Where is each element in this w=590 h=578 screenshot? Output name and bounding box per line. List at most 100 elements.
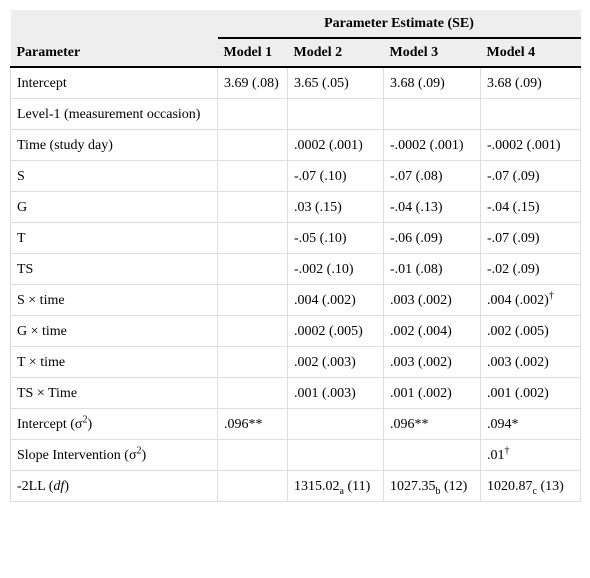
text-run: .0002 (.005)	[294, 324, 363, 339]
value-cell	[217, 284, 288, 316]
text-run: .03 (.15)	[294, 200, 342, 215]
value-cell: -.002 (.10)	[287, 253, 384, 285]
value-cell: -.02 (.09)	[480, 253, 581, 285]
column-header: Model 4	[480, 38, 581, 68]
text-run: .0002 (.001)	[294, 138, 363, 153]
table-row: T × time .002 (.003) .003 (.002) .003 (.002…	[10, 346, 581, 378]
value-cell	[217, 377, 288, 409]
text-run: -.07 (.09)	[487, 231, 540, 246]
value-cell: -.0002 (.001)	[480, 129, 581, 161]
value-cell: .001 (.003)	[287, 377, 384, 409]
text-run: -.05 (.10)	[294, 231, 347, 246]
text-run: 3.68 (.09)	[390, 76, 445, 91]
text-run: .001 (.003)	[294, 386, 356, 401]
text-run: -.002 (.10)	[294, 262, 354, 277]
value-cell: 3.69 (.08)	[217, 66, 288, 99]
text-run: S	[17, 169, 25, 184]
value-cell: -.04 (.13)	[383, 191, 481, 223]
table-row: G .03 (.15) -.04 (.13) -.04 (.15)	[10, 191, 581, 223]
value-cell	[217, 315, 288, 347]
text-run: -.06 (.09)	[390, 231, 443, 246]
superscript: 2	[82, 414, 88, 426]
text-run: )	[141, 448, 147, 463]
column-header: Parameter	[10, 38, 218, 68]
value-cell: .0002 (.001)	[287, 129, 384, 161]
text-run: G	[17, 200, 28, 215]
value-cell	[217, 439, 288, 471]
text-run: Intercept (σ	[17, 417, 83, 432]
text-run: .003 (.002)	[390, 293, 452, 308]
results-table: Parameter Estimate (SE) Parameter Model 1…	[10, 10, 581, 502]
text-run: 1027.35	[390, 479, 436, 494]
value-cell: .004 (.002)	[287, 284, 384, 316]
text-run: G × time	[17, 324, 67, 339]
superscript: †	[504, 445, 510, 457]
text-run: .096**	[224, 417, 263, 432]
value-cell: .003 (.002)	[480, 346, 581, 378]
value-cell: -.07 (.08)	[383, 160, 481, 192]
group-header: Parameter Estimate (SE)	[217, 10, 581, 39]
parameter-cell: TS	[10, 253, 218, 285]
text-run: -.01 (.08)	[390, 262, 443, 277]
header-blank	[10, 10, 218, 38]
text-run: 3.68 (.09)	[487, 76, 542, 91]
text-run: .003 (.002)	[390, 355, 452, 370]
parameter-cell: G × time	[10, 315, 218, 347]
parameter-cell: T × time	[10, 346, 218, 378]
value-cell: .002 (.003)	[287, 346, 384, 378]
text-run: )	[87, 417, 93, 432]
table-row: Slope Intervention (σ2) .01†	[10, 439, 581, 471]
text-run: .094*	[487, 417, 519, 432]
text-run: .004 (.002)	[487, 293, 549, 308]
value-cell: 1315.02a (11)	[287, 470, 384, 502]
value-cell	[217, 470, 288, 502]
value-cell: .002 (.005)	[480, 315, 581, 347]
text-run: T × time	[17, 355, 66, 370]
value-cell: .0002 (.005)	[287, 315, 384, 347]
value-cell: .003 (.002)	[383, 284, 481, 316]
value-cell: .094*	[480, 408, 581, 440]
value-cell: -.04 (.15)	[480, 191, 581, 223]
table-row: S -.07 (.10) -.07 (.08) -.07 (.09)	[10, 160, 581, 192]
text-run: TS	[17, 262, 34, 277]
text-run: -.07 (.08)	[390, 169, 443, 184]
subscript: c	[532, 485, 537, 497]
text-run: -.07 (.10)	[294, 169, 347, 184]
text-run: (12)	[440, 479, 468, 494]
italic-run: df	[53, 479, 65, 494]
value-cell	[383, 98, 481, 130]
value-cell: 3.68 (.09)	[383, 66, 481, 99]
text-run: S × time	[17, 293, 65, 308]
subscript: b	[435, 485, 441, 497]
value-cell: -.07 (.10)	[287, 160, 384, 192]
text-run: 1315.02	[294, 479, 340, 494]
value-cell: 1020.87c (13)	[480, 470, 581, 502]
value-cell	[217, 129, 288, 161]
value-cell	[217, 253, 288, 285]
value-cell	[217, 222, 288, 254]
value-cell	[217, 98, 288, 130]
column-header: Model 1	[217, 38, 288, 68]
value-cell: -.07 (.09)	[480, 160, 581, 192]
text-run: .096**	[390, 417, 429, 432]
value-cell: -.07 (.09)	[480, 222, 581, 254]
text-run: 1020.87	[487, 479, 533, 494]
parameter-cell: Intercept	[10, 66, 218, 99]
text-run: .001 (.002)	[390, 386, 452, 401]
text-run: 3.65 (.05)	[294, 76, 349, 91]
text-run: .003 (.002)	[487, 355, 549, 370]
table-row: Level-1 (measurement occasion)	[10, 98, 581, 130]
value-cell	[480, 98, 581, 130]
value-cell: -.06 (.09)	[383, 222, 481, 254]
value-cell: .001 (.002)	[480, 377, 581, 409]
text-run: T	[17, 231, 26, 246]
value-cell	[217, 346, 288, 378]
value-cell	[383, 439, 481, 471]
parameter-cell: Intercept (σ2)	[10, 408, 218, 440]
text-run: -.04 (.13)	[390, 200, 443, 215]
text-run: Intercept	[17, 76, 67, 91]
value-cell: -.0002 (.001)	[383, 129, 481, 161]
value-cell	[217, 191, 288, 223]
text-run: .002 (.005)	[487, 324, 549, 339]
superscript: 2	[136, 445, 142, 457]
